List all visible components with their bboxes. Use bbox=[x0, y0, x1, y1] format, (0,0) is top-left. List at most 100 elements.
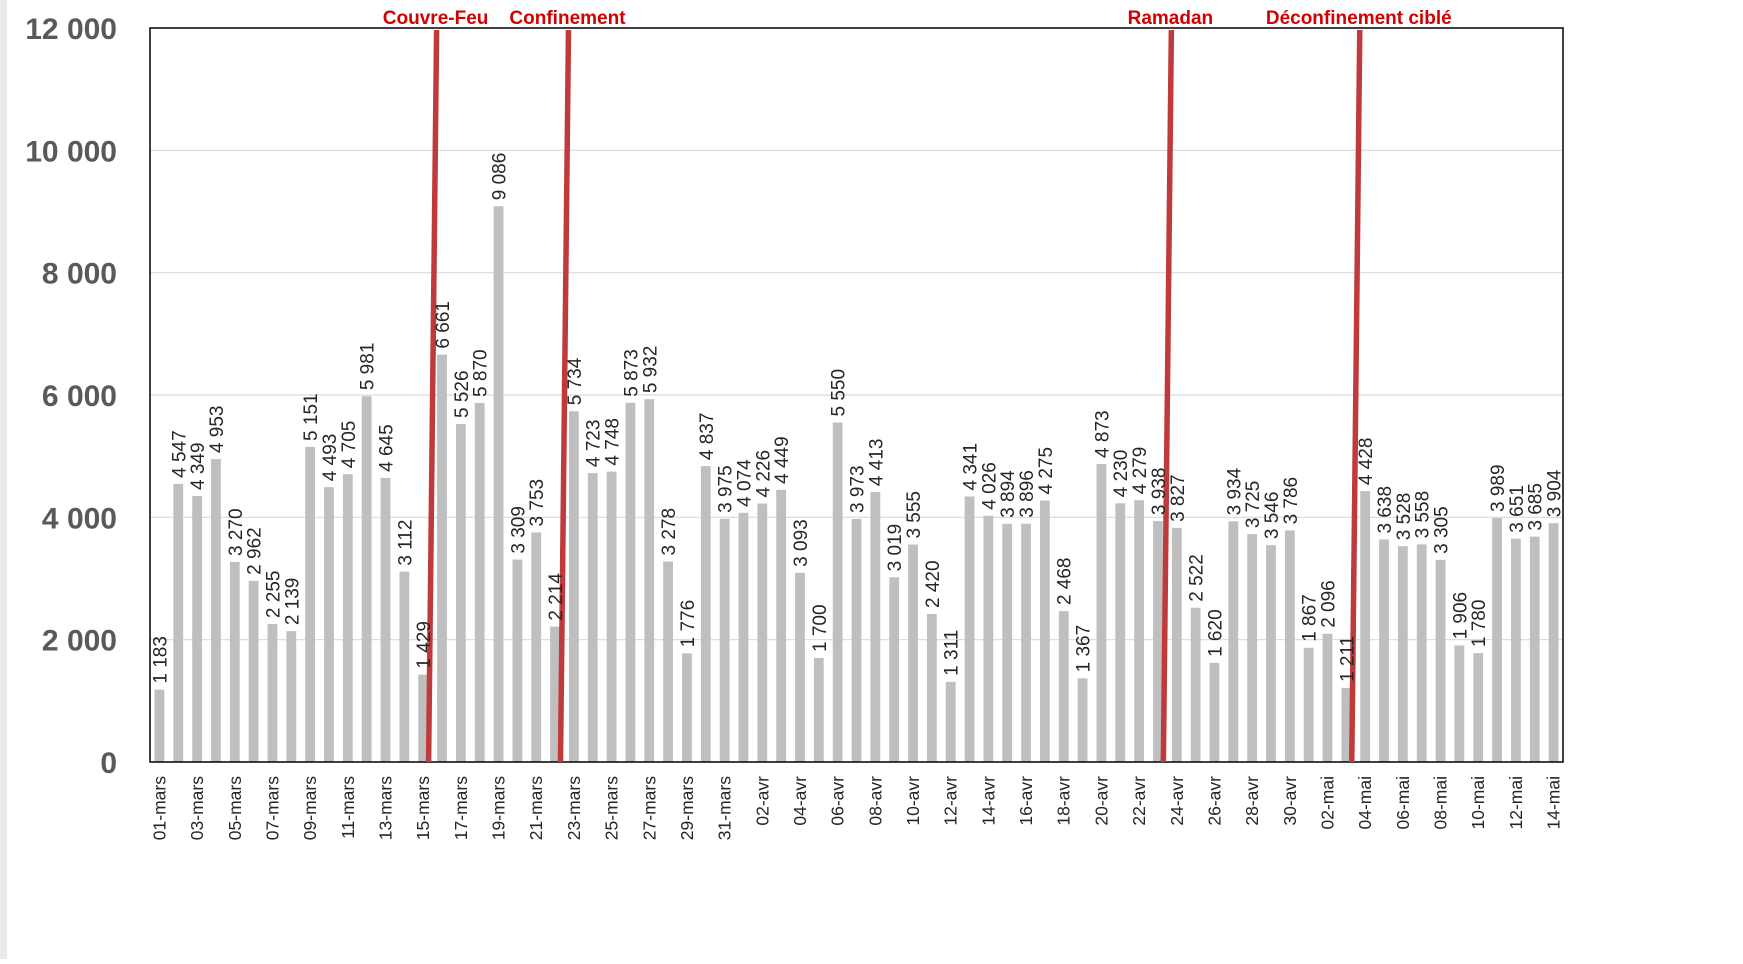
x-tick-label: 02-avr bbox=[752, 776, 772, 826]
bar bbox=[550, 626, 560, 762]
bar bbox=[1397, 546, 1408, 762]
data-label: 3 896 bbox=[1017, 470, 1038, 518]
data-label: 4 449 bbox=[772, 436, 793, 484]
bar bbox=[1529, 536, 1540, 762]
bar bbox=[437, 354, 447, 762]
bar bbox=[795, 572, 805, 762]
y-tick-label: 4 000 bbox=[42, 502, 117, 535]
bar bbox=[1416, 544, 1427, 762]
bar bbox=[1435, 559, 1446, 762]
bar bbox=[1040, 500, 1050, 762]
data-label: 3 093 bbox=[791, 519, 812, 567]
bar bbox=[1228, 521, 1239, 762]
x-tick-label: 16-avr bbox=[1016, 776, 1036, 826]
y-tick-label: 8 000 bbox=[42, 258, 117, 291]
bar bbox=[1247, 534, 1258, 762]
bar bbox=[682, 653, 692, 762]
bar bbox=[173, 483, 184, 762]
data-label: 4 645 bbox=[377, 424, 398, 472]
bar bbox=[248, 580, 259, 762]
bar bbox=[493, 206, 504, 762]
bar bbox=[1379, 539, 1389, 762]
data-label: 3 546 bbox=[1262, 492, 1283, 540]
bar bbox=[361, 396, 372, 762]
bar bbox=[1115, 503, 1126, 762]
bar bbox=[1303, 647, 1314, 762]
event-label: Confinement bbox=[509, 8, 626, 29]
x-tick-label: 04-mai bbox=[1355, 776, 1375, 830]
bar bbox=[1021, 523, 1031, 762]
data-label: 3 019 bbox=[885, 524, 906, 572]
bar bbox=[1190, 607, 1201, 762]
data-label: 4 341 bbox=[961, 443, 982, 491]
event-line bbox=[425, 29, 440, 763]
data-label: 6 661 bbox=[433, 301, 454, 349]
bar bbox=[324, 487, 334, 762]
data-label: 2 255 bbox=[263, 571, 284, 619]
x-tick-label: 23-mars bbox=[564, 776, 584, 840]
x-tick-label: 17-mars bbox=[451, 776, 471, 840]
data-label: 4 705 bbox=[339, 421, 360, 469]
bar bbox=[1096, 463, 1107, 762]
x-tick-label: 13-mars bbox=[376, 776, 396, 840]
bar bbox=[1473, 653, 1484, 762]
event-line bbox=[1160, 29, 1175, 763]
data-label: 5 550 bbox=[829, 369, 850, 417]
bar bbox=[1171, 527, 1182, 762]
bar bbox=[1266, 545, 1276, 762]
data-label: 2 096 bbox=[1319, 580, 1340, 628]
x-tick-label: 11-mars bbox=[338, 776, 358, 839]
bar bbox=[832, 422, 843, 762]
bar bbox=[851, 518, 862, 762]
data-label: 3 904 bbox=[1545, 469, 1566, 517]
data-label: 2 962 bbox=[245, 527, 266, 575]
bar bbox=[531, 532, 542, 762]
data-label: 4 074 bbox=[734, 459, 755, 507]
data-label: 3 685 bbox=[1526, 483, 1547, 531]
bar bbox=[569, 411, 579, 762]
x-tick-label: 08-mai bbox=[1431, 776, 1451, 830]
x-tick-label: 28-avr bbox=[1242, 776, 1262, 826]
bar bbox=[1454, 645, 1465, 762]
y-tick-label: 6 000 bbox=[42, 380, 117, 413]
data-label: 4 837 bbox=[697, 413, 718, 461]
left-edge-strip bbox=[0, 0, 7, 959]
bar bbox=[1002, 523, 1013, 762]
data-label: 3 309 bbox=[508, 506, 529, 554]
data-label: 5 873 bbox=[621, 349, 642, 397]
data-label: 4 953 bbox=[207, 405, 228, 453]
data-label: 1 700 bbox=[810, 604, 831, 652]
bar bbox=[192, 495, 202, 762]
bar bbox=[1511, 538, 1521, 762]
event-label: Couvre-Feu bbox=[383, 8, 489, 29]
bar bbox=[625, 402, 636, 762]
data-label: 4 748 bbox=[603, 418, 624, 466]
data-label: 2 468 bbox=[1055, 557, 1076, 605]
x-tick-label: 25-mars bbox=[602, 776, 622, 840]
data-label: 1 780 bbox=[1469, 600, 1490, 648]
x-tick-label: 06-mai bbox=[1393, 776, 1413, 830]
data-label: 4 026 bbox=[979, 462, 1000, 510]
x-tick-label: 19-mars bbox=[489, 776, 509, 840]
bar bbox=[606, 471, 617, 762]
x-tick-label: 24-avr bbox=[1167, 776, 1187, 826]
data-label: 1 211 bbox=[1337, 636, 1358, 682]
y-tick-label: 12 000 bbox=[25, 13, 117, 46]
data-label: 4 413 bbox=[866, 439, 887, 487]
data-label: 5 526 bbox=[452, 370, 473, 418]
y-tick-label: 0 bbox=[100, 747, 117, 780]
bar bbox=[889, 577, 900, 762]
data-label: 1 367 bbox=[1074, 625, 1095, 673]
bar bbox=[757, 503, 768, 762]
data-label: 2 139 bbox=[282, 578, 303, 626]
data-label: 5 151 bbox=[301, 393, 322, 441]
bar bbox=[1548, 523, 1559, 762]
data-label: 5 734 bbox=[565, 357, 586, 405]
data-label: 4 723 bbox=[584, 420, 605, 468]
bar bbox=[1134, 500, 1144, 762]
bar bbox=[587, 473, 598, 762]
bar bbox=[474, 402, 485, 762]
bar bbox=[945, 681, 956, 762]
